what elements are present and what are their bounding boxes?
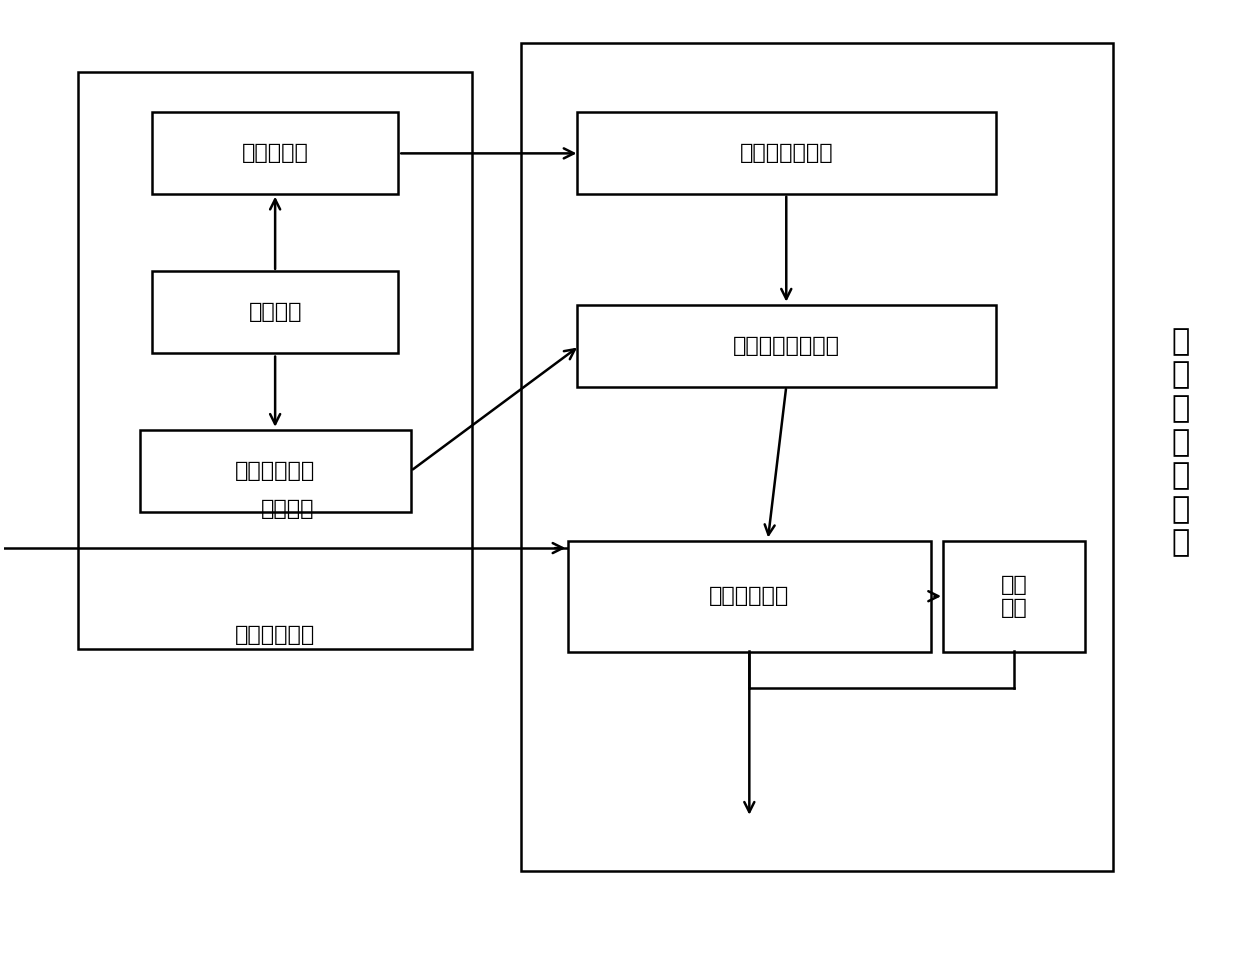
Text: 参数设置模块: 参数设置模块 <box>236 461 315 481</box>
Text: 监控模块: 监控模块 <box>248 302 301 322</box>
Bar <box>153 271 398 353</box>
Text: 识别码判断模块: 识别码判断模块 <box>739 144 833 163</box>
Bar <box>522 43 1112 871</box>
Text: 参数配置单元: 参数配置单元 <box>236 624 315 645</box>
Text: 修正
模块: 修正 模块 <box>1001 575 1028 618</box>
Bar <box>944 541 1085 652</box>
Bar <box>153 113 398 194</box>
Bar <box>140 430 410 512</box>
Text: 占
空
比
控
制
单
元: 占 空 比 控 制 单 元 <box>1172 327 1189 557</box>
Bar <box>568 541 931 652</box>
Bar <box>577 305 996 386</box>
Bar <box>78 72 472 650</box>
Bar <box>577 113 996 194</box>
Text: 基带信号: 基带信号 <box>260 499 314 519</box>
Text: 识别码模块: 识别码模块 <box>242 144 309 163</box>
Text: 配置参数读取模块: 配置参数读取模块 <box>733 336 839 356</box>
Text: 检测判断模块: 检测判断模块 <box>709 586 790 606</box>
